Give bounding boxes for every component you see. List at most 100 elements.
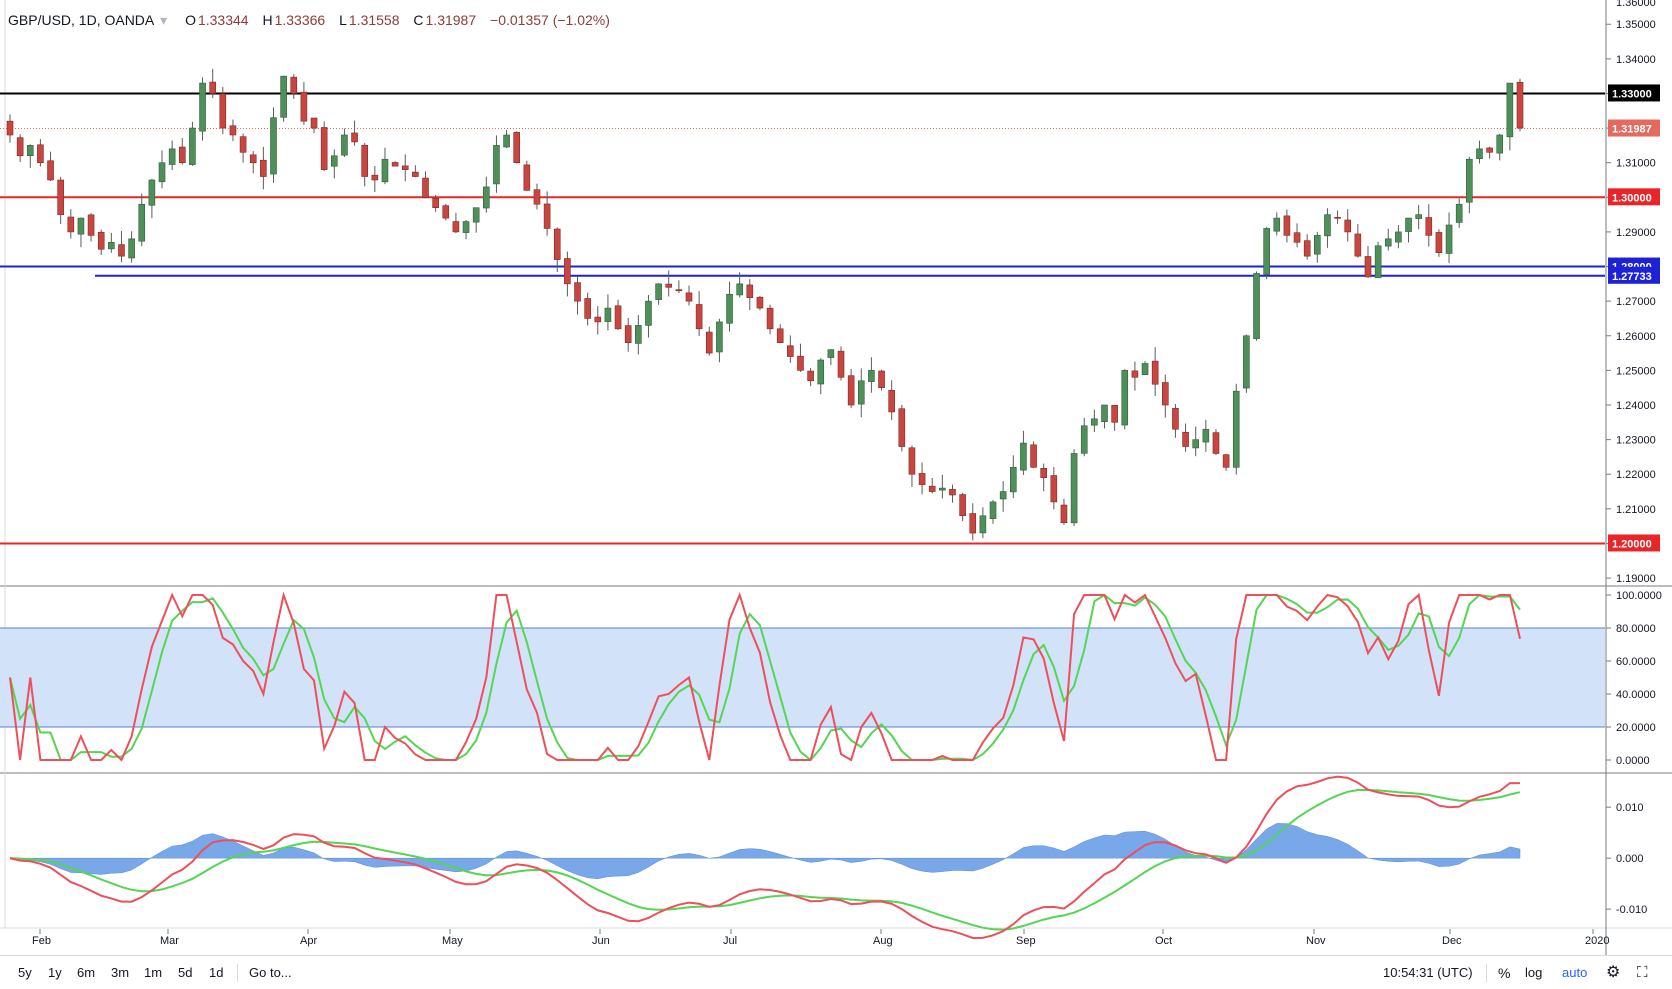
candle-body (290, 76, 298, 94)
utc-clock[interactable]: 10:54:31 (UTC) (1383, 965, 1473, 980)
candle-body (280, 75, 287, 118)
candle-body (462, 221, 470, 233)
candle-body (229, 125, 237, 136)
legend-dropdown-icon[interactable]: ▾ (160, 12, 168, 28)
candle-body (1293, 232, 1301, 243)
toolbar-divider (1486, 964, 1487, 982)
candle-body (1283, 215, 1291, 236)
time-tick-label: Jul (723, 935, 737, 947)
stoch-tick-label: 100.0000 (1616, 590, 1662, 602)
symbol-label[interactable]: GBP/USD, 1D, OANDA (8, 12, 155, 28)
log-toggle[interactable]: log (1525, 965, 1543, 980)
gear-icon[interactable]: ⚙ (1606, 964, 1621, 981)
candle-body (341, 134, 348, 156)
candle-body (1101, 404, 1108, 422)
candle-body (766, 307, 774, 330)
expand-icon[interactable] (0, 12, 10, 26)
time-tick-label: Apr (300, 935, 317, 947)
candle-body (87, 214, 95, 236)
candle-body (493, 145, 500, 185)
candle-body (57, 179, 64, 215)
candle-body (685, 292, 693, 302)
candle-body (635, 325, 642, 344)
candle-body (26, 145, 34, 157)
candle-body (1395, 231, 1402, 243)
candle-body (1374, 245, 1382, 278)
candle-body (675, 289, 683, 292)
candle-body (523, 164, 531, 191)
candle-body (1040, 468, 1047, 478)
candle-body (1060, 504, 1068, 523)
candle-body (1466, 158, 1473, 203)
goto-button[interactable]: Go to... (249, 965, 292, 980)
candle-body (1080, 425, 1088, 454)
candle-body (97, 231, 105, 250)
range-1m-button[interactable]: 1m (144, 965, 163, 980)
candle-body (178, 146, 186, 163)
candle-body (939, 487, 946, 491)
price-tag-bg (1608, 188, 1660, 206)
range-5y-button[interactable]: 5y (18, 965, 32, 980)
candle-body (827, 349, 835, 358)
macd-histogram (9, 823, 1521, 880)
candle-body (432, 198, 439, 208)
candle-body (1496, 134, 1504, 154)
range-1y-button[interactable]: 1y (48, 965, 62, 980)
candle-body (138, 203, 146, 242)
candle-body (108, 242, 115, 250)
candle-body (442, 205, 450, 219)
price-tag-bg (1608, 534, 1660, 552)
candle-body (168, 148, 176, 165)
candle-body (918, 473, 926, 485)
chart-canvas[interactable]: 1.350001.340001.330001.320001.310001.300… (0, 0, 1672, 955)
price-tick-label: 1.26000 (1616, 331, 1656, 343)
range-5d-button[interactable]: 5d (178, 965, 193, 980)
candle-body (1243, 335, 1250, 389)
stoch-tick-label: 60.0000 (1616, 656, 1656, 668)
percent-toggle[interactable]: % (1498, 965, 1511, 981)
candle-body (665, 283, 673, 288)
candle-body (969, 513, 977, 534)
candle-body (533, 189, 541, 205)
stoch-tick-label: 20.0000 (1616, 722, 1656, 734)
candle-body (989, 501, 997, 519)
low-value: 1.31558 (348, 12, 400, 28)
time-tick-label: 2020 (1585, 935, 1609, 947)
candle-body (878, 370, 885, 388)
high-value: 1.33366 (274, 12, 326, 28)
price-tag-label: 1.30000 (1612, 192, 1652, 204)
candle-body (837, 350, 845, 378)
fullscreen-icon[interactable]: ⛶ (1637, 964, 1648, 981)
candle-body (381, 158, 389, 183)
candle-body (249, 154, 257, 163)
auto-toggle[interactable]: auto (1562, 965, 1588, 980)
candle-body (1354, 233, 1362, 257)
candle-body (361, 144, 368, 177)
time-tick-label: Oct (1155, 935, 1172, 947)
candle-body (1344, 219, 1352, 233)
low-label: L (339, 12, 347, 28)
candle-body (1476, 148, 1483, 160)
range-6m-button[interactable]: 6m (77, 965, 96, 980)
macd-tick-label: -0.010 (1616, 904, 1647, 916)
candle-body (199, 82, 206, 132)
price-tick-label: 1.34000 (1616, 54, 1656, 66)
range-3m-button[interactable]: 3m (111, 965, 130, 980)
candle-body (1202, 428, 1210, 443)
candle-body (300, 91, 308, 122)
range-1d-button[interactable]: 1d (209, 965, 224, 980)
candle-body (320, 127, 328, 170)
candle-body (776, 328, 784, 343)
candle-body (1314, 235, 1321, 255)
candle-body (999, 491, 1007, 500)
time-tick-label: Feb (32, 935, 51, 947)
candle-body (898, 408, 906, 447)
candle-body (1141, 363, 1149, 376)
candle-body (1070, 453, 1078, 524)
candle-body (1172, 408, 1179, 430)
candle-body (47, 160, 54, 181)
candle-body (645, 300, 652, 326)
candle-body (979, 515, 987, 534)
close-label: C (413, 12, 424, 28)
candle-body (1516, 81, 1524, 129)
